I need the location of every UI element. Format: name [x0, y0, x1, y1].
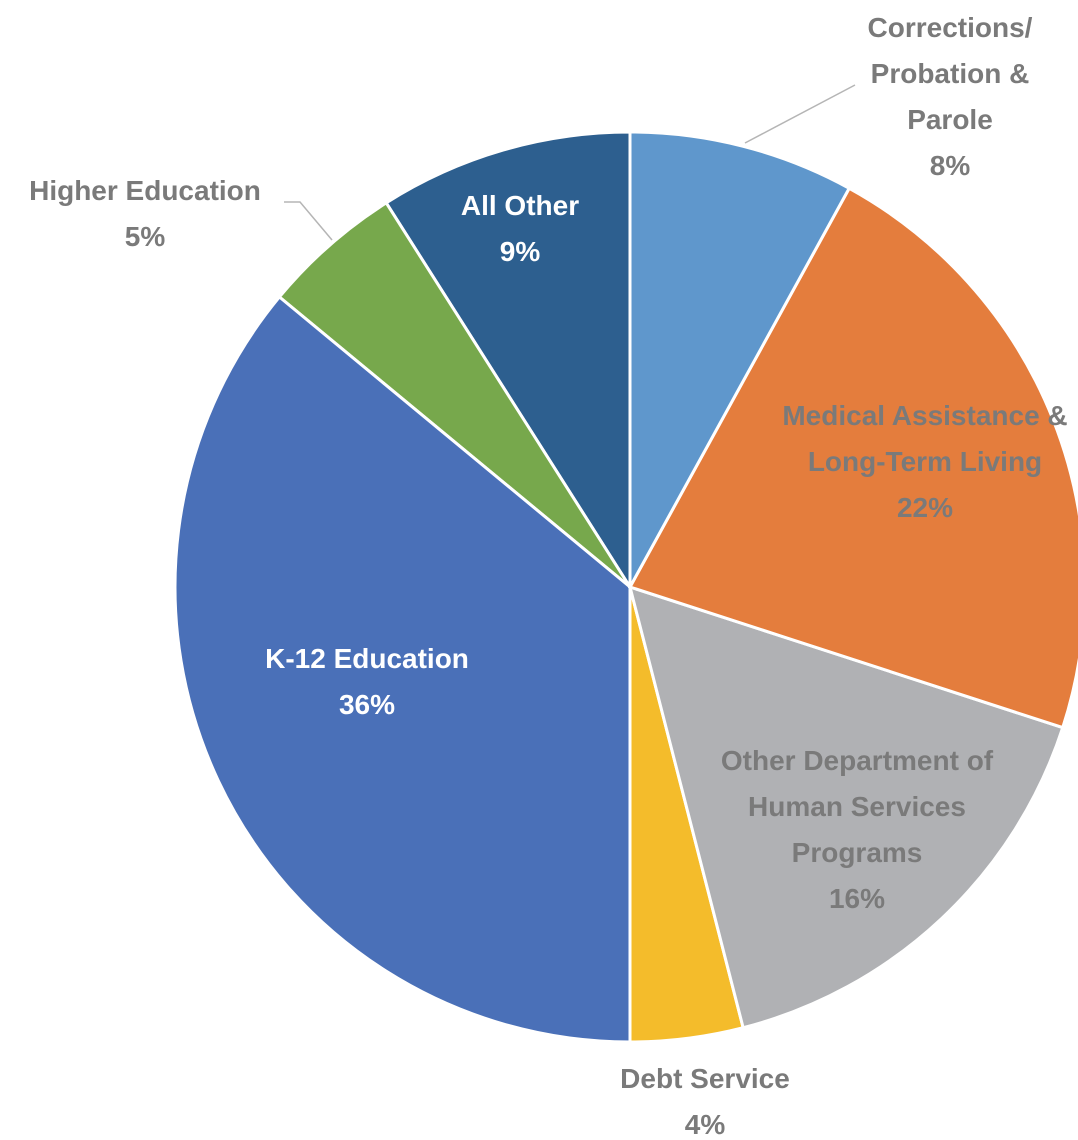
percent-label: 9% [499, 236, 541, 267]
slice-label: Higher Education 5% [0, 168, 295, 260]
category-name: K-12 Education [265, 643, 469, 674]
leader-line [744, 84, 856, 144]
category-name: Medical Assistance & Long-Term Living [782, 400, 1068, 477]
slice-label: All Other 9% [420, 183, 620, 275]
slice-label: Other Department of Human Services Progr… [692, 738, 1022, 922]
percent-label: 5% [124, 221, 166, 252]
slice-label: Medical Assistance & Long-Term Living 22% [775, 393, 1075, 531]
percent-label: 4% [684, 1109, 726, 1140]
pie-slice [384, 130, 632, 593]
slice-label: K-12 Education 36% [217, 636, 517, 728]
pie-slice [627, 186, 1078, 730]
pie-slice [173, 294, 632, 1044]
pie-slice [627, 584, 1065, 1030]
percent-label: 8% [929, 150, 971, 181]
percent-label: 36% [338, 689, 396, 720]
category-name: All Other [460, 190, 580, 221]
percent-label: 16% [828, 883, 886, 914]
slice-label: Corrections/ Probation & Parole 8% [835, 5, 1065, 189]
leader-line [284, 201, 333, 241]
category-name: Other Department of Human Services Progr… [720, 745, 994, 868]
category-name: Debt Service [620, 1063, 790, 1094]
category-name: Corrections/ Probation & Parole [867, 12, 1033, 135]
category-name: Higher Education [29, 175, 261, 206]
percent-label: 22% [896, 492, 954, 523]
slice-label: Debt Service 4% [575, 1056, 835, 1140]
pie-slice [628, 130, 852, 588]
pie-slice [277, 200, 632, 589]
